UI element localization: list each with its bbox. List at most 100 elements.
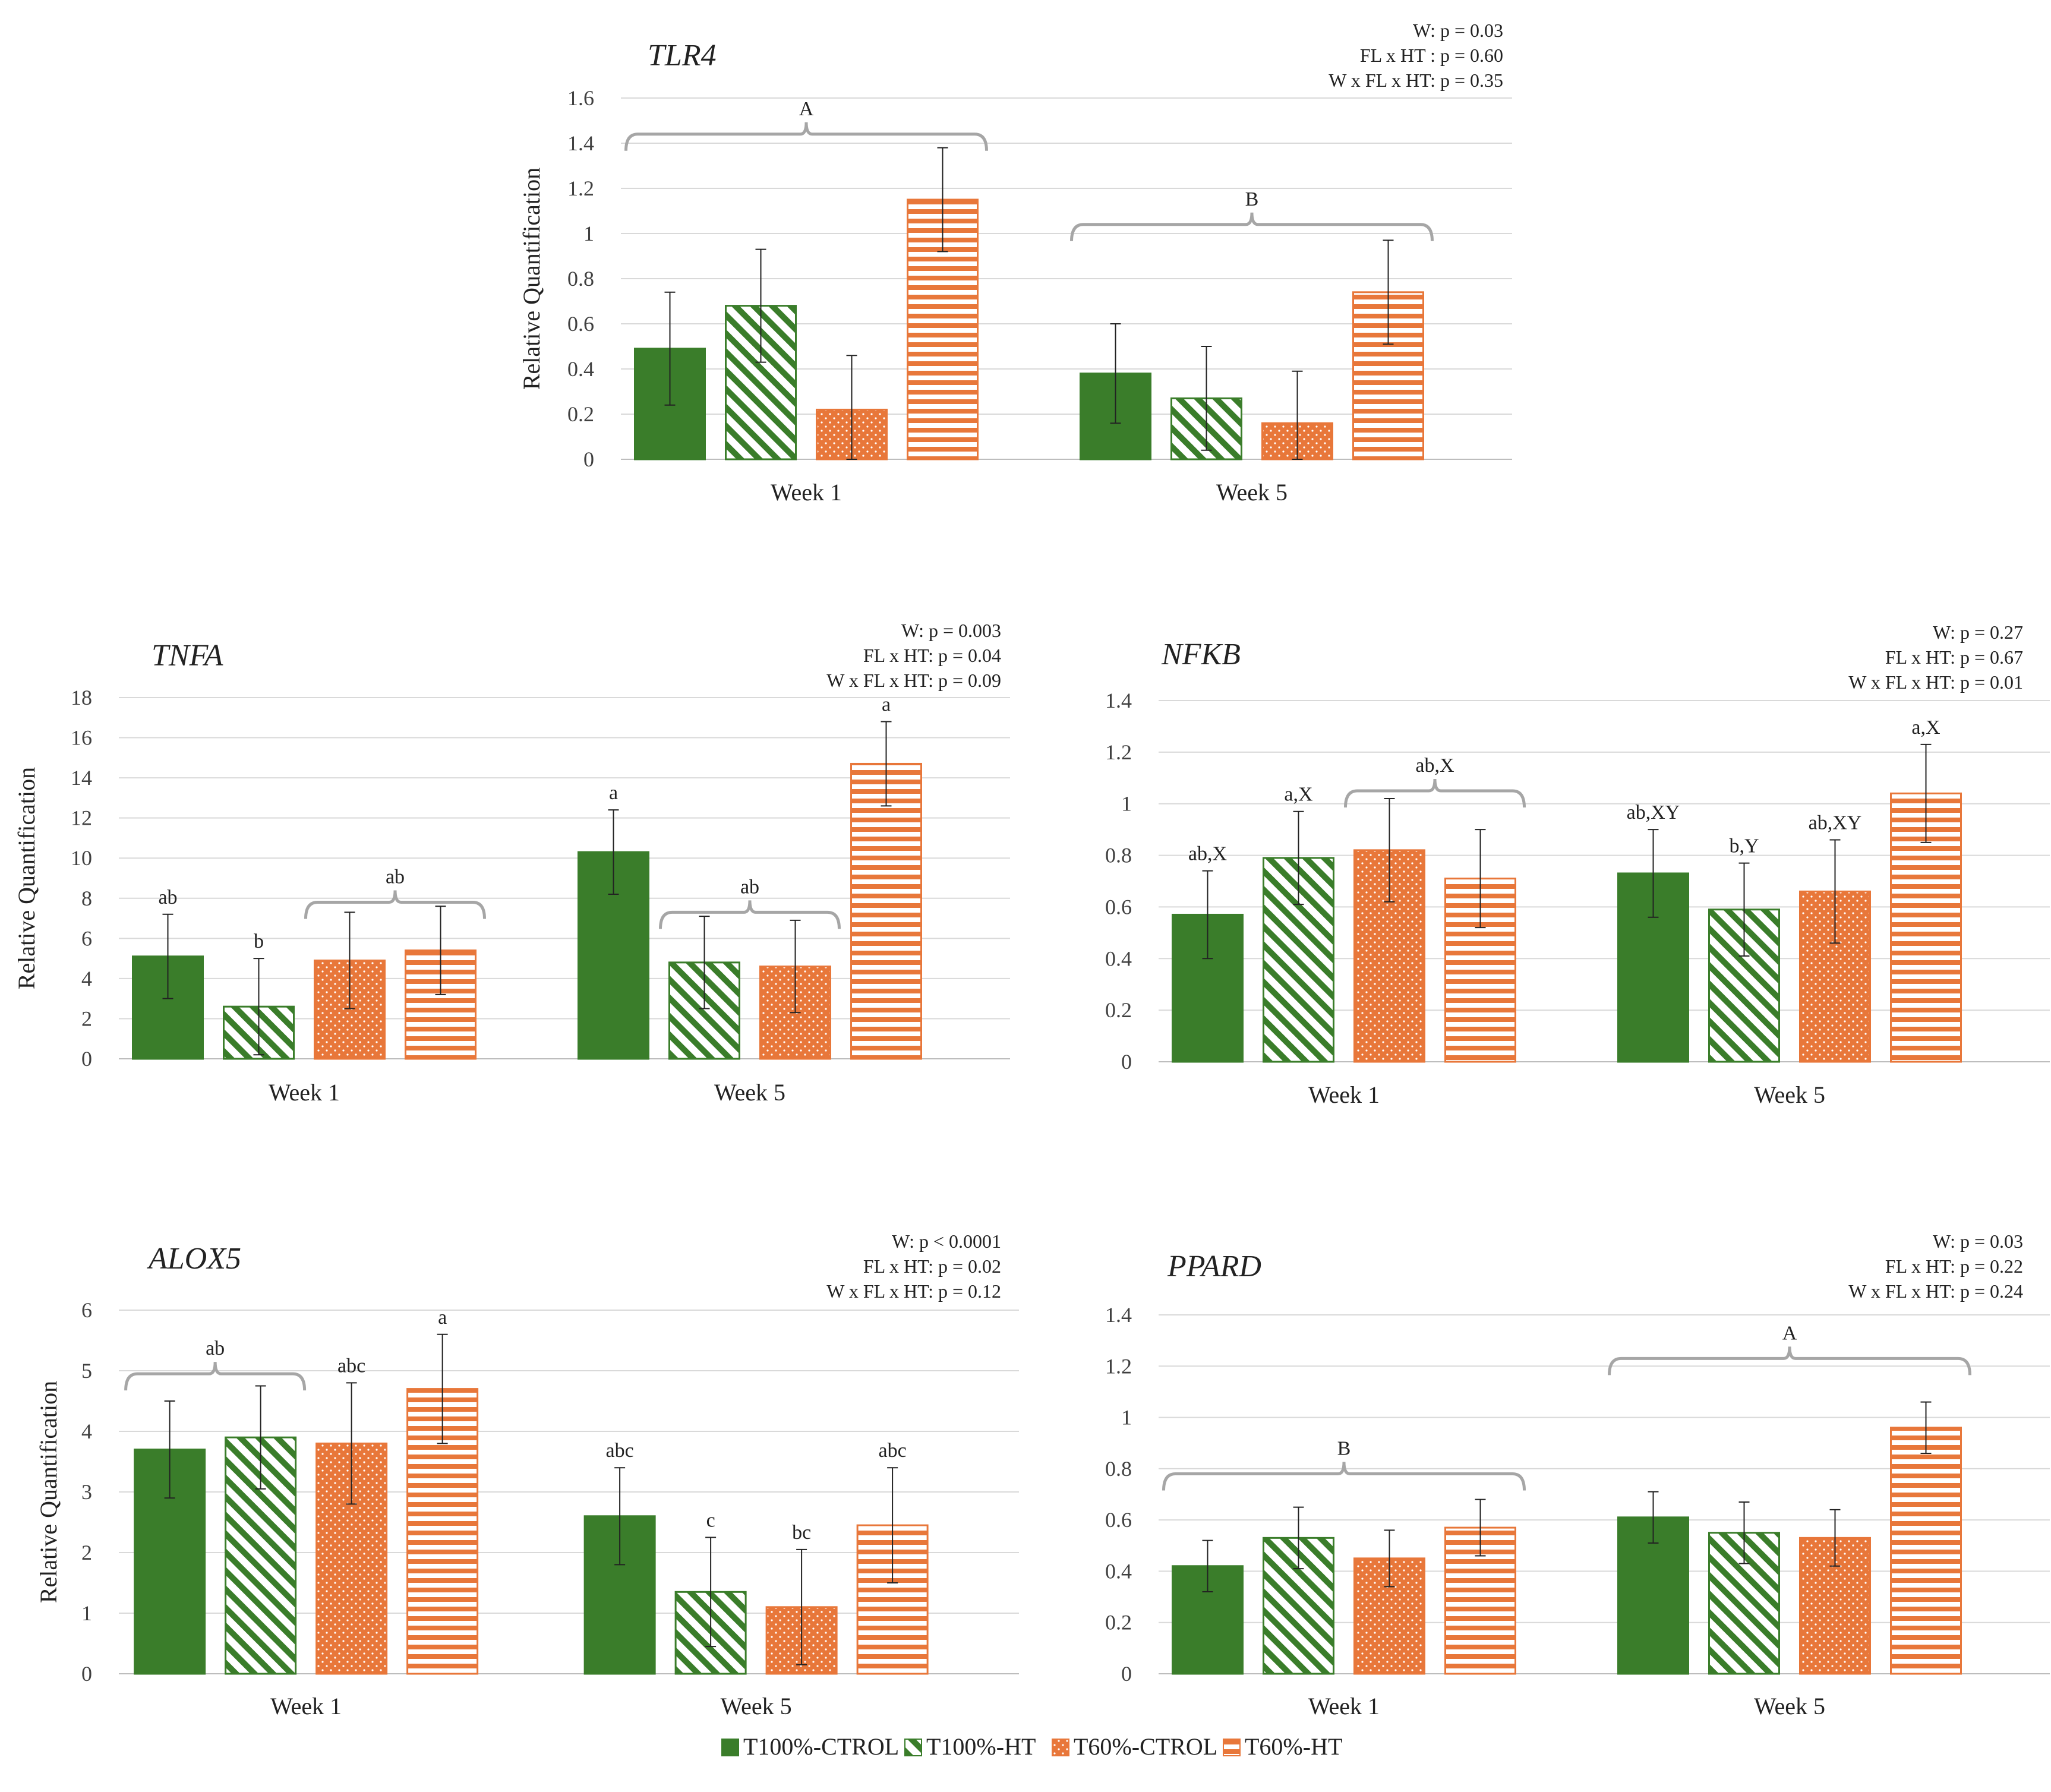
- y-tick-label: 0.2: [1105, 1611, 1132, 1635]
- y-tick-label: 0: [81, 1047, 92, 1071]
- stat-annotation: FL x HT: p = 0.04: [863, 645, 1001, 666]
- legend-label: T60%-CTROL: [1074, 1733, 1217, 1760]
- y-axis-label: Relative Quantification: [35, 1381, 62, 1603]
- group-bracket: [1162, 1462, 1526, 1491]
- y-tick-label: 1: [583, 222, 594, 245]
- group-bracket: [659, 900, 841, 929]
- stat-annotation: W x FL x HT: p = 0.24: [1848, 1280, 2023, 1302]
- chart-nfkb: 0 0.2 0.4 0.6 0.8 1 1.2 1.4 NFKB W: p = 0.27 FL x …: [1105, 621, 2050, 1108]
- significance-letter: ab,XY: [1627, 802, 1680, 824]
- y-tick-label: 6: [81, 1298, 92, 1322]
- chart-title: TLR4: [648, 39, 717, 72]
- significance-letter: bc: [792, 1522, 811, 1544]
- y-tick-label: 0.6: [1105, 1508, 1132, 1532]
- y-tick-label: 2: [81, 1007, 92, 1030]
- x-category-label: Week 1: [1308, 1081, 1380, 1108]
- y-tick-label: 1.4: [1105, 689, 1132, 712]
- significance-letter: ab: [158, 886, 177, 908]
- chart-title: TNFA: [152, 639, 223, 673]
- bar-t60-ctrol: [1799, 890, 1871, 1063]
- y-tick-label: 0.8: [1105, 844, 1132, 867]
- bracket-label: B: [1337, 1437, 1351, 1459]
- significance-letter: b,Y: [1729, 835, 1759, 857]
- y-tick-label: 0: [81, 1662, 92, 1686]
- x-category-label: Week 5: [1216, 479, 1288, 506]
- y-tick-label: 4: [81, 967, 92, 990]
- legend-label: T60%-HT: [1245, 1733, 1342, 1760]
- y-tick-label: 0.2: [1105, 998, 1132, 1022]
- legend-swatch-t100-ht: [904, 1739, 922, 1756]
- x-category-label: Week 5: [721, 1693, 792, 1720]
- y-tick-label: 0: [1121, 1050, 1132, 1074]
- y-tick-label: 1.2: [1105, 740, 1132, 764]
- significance-letter: abc: [879, 1440, 907, 1462]
- significance-letter: a: [609, 782, 618, 804]
- bar-t60-ht: [1890, 1427, 1962, 1675]
- y-tick-label: 18: [71, 686, 92, 709]
- legend-swatch-t100-ctrol: [721, 1739, 739, 1756]
- y-tick-label: 0.4: [1105, 1559, 1132, 1583]
- stat-annotation: W: p = 0.03: [1413, 20, 1503, 41]
- stat-annotation: W x FL x HT: p = 0.09: [826, 670, 1001, 691]
- legend-label: T100%-CTROL: [743, 1733, 899, 1760]
- bracket-label: A: [1782, 1322, 1797, 1344]
- significance-letter: abc: [337, 1355, 365, 1377]
- significance-letter: abc: [606, 1440, 634, 1462]
- bracket-label: A: [799, 98, 814, 120]
- y-tick-label: 1.2: [1105, 1354, 1132, 1378]
- chart-alox5: 0 1 2 3 4 5 6 ALOX5 W: p < 0.0001 FL x HT: p = 0.…: [35, 1231, 1019, 1720]
- y-tick-label: 0: [1121, 1662, 1132, 1686]
- chart-title: ALOX5: [147, 1242, 241, 1276]
- stat-annotation: W: p < 0.0001: [892, 1231, 1001, 1252]
- y-tick-label: 16: [71, 726, 92, 750]
- chart-tnfa: 0 2 4 6 8 10 12 14 16 18 TNFA W: p = 0.003 FL x HT: …: [13, 620, 1010, 1106]
- y-tick-label: 4: [81, 1419, 92, 1443]
- legend-swatch-t60-ctrol: [1052, 1739, 1069, 1756]
- y-tick-label: 0.6: [1105, 895, 1132, 919]
- significance-letter: b: [254, 930, 264, 952]
- stat-annotation: W: p = 0.03: [1933, 1231, 2023, 1252]
- y-tick-label: 0.4: [1105, 947, 1132, 970]
- x-category-label: Week 5: [1754, 1693, 1825, 1720]
- stat-annotation: FL x HT: p = 0.22: [1885, 1255, 2023, 1277]
- y-tick-label: 8: [81, 886, 92, 910]
- y-tick-label: 10: [71, 846, 92, 870]
- bar-t100-ht: [1708, 1532, 1780, 1675]
- y-tick-label: 0.4: [567, 357, 594, 381]
- x-category-label: Week 1: [1308, 1693, 1380, 1720]
- stat-annotation: FL x HT: p = 0.02: [863, 1255, 1001, 1277]
- y-axis-label: Relative Quantification: [13, 767, 40, 989]
- bracket-label: ab: [386, 866, 405, 888]
- significance-letter: a,X: [1911, 717, 1940, 739]
- legend-swatch-t60-ht: [1223, 1739, 1241, 1756]
- x-category-label: Week 1: [269, 1079, 340, 1106]
- bracket-label: ab: [740, 876, 759, 898]
- significance-letter: c: [706, 1510, 715, 1532]
- significance-letter: ab,XY: [1809, 812, 1862, 834]
- y-tick-label: 0.6: [567, 312, 594, 336]
- stat-annotation: W: p = 0.27: [1933, 621, 2023, 643]
- bracket-label: ab: [206, 1337, 225, 1359]
- group-bracket: [1070, 212, 1434, 241]
- y-tick-label: 2: [81, 1541, 92, 1564]
- y-tick-label: 1.6: [567, 86, 594, 110]
- chart-ppard: 0 0.2 0.4 0.6 0.8 1 1.2 1.4 PPARD W: p = 0.03 FL x…: [1105, 1231, 2050, 1720]
- chart-title: PPARD: [1167, 1250, 1261, 1283]
- y-tick-label: 1: [81, 1601, 92, 1625]
- chart-tlr4: 0 0.2 0.4 0.6 0.8 1 1.2 1.4 1.6 TLR4 W: p = 0.03 FL…: [518, 20, 1512, 506]
- x-category-label: Week 5: [1754, 1081, 1825, 1108]
- significance-letter: a: [882, 694, 891, 716]
- group-bracket: [624, 122, 988, 151]
- y-tick-label: 12: [71, 806, 92, 830]
- x-category-label: Week 5: [714, 1079, 785, 1106]
- stat-annotation: W x FL x HT: p = 0.35: [1329, 70, 1503, 91]
- group-bracket: [1344, 778, 1526, 808]
- stat-annotation: W: p = 0.003: [901, 620, 1001, 641]
- legend: T100%-CTROL T100%-HT T60%-CTROL T60%-HT: [721, 1733, 1342, 1760]
- x-category-label: Week 1: [771, 479, 842, 506]
- bracket-label: B: [1245, 188, 1259, 210]
- stat-annotation: W x FL x HT: p = 0.01: [1848, 671, 2023, 693]
- y-tick-label: 5: [81, 1359, 92, 1383]
- significance-letter: a: [438, 1307, 447, 1329]
